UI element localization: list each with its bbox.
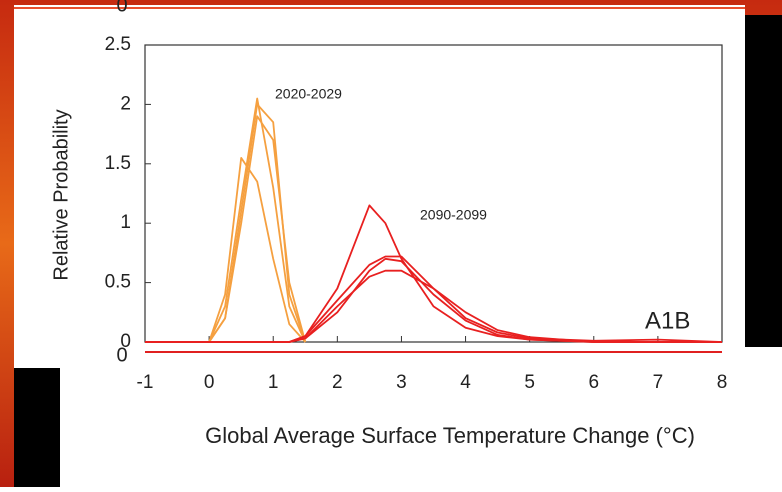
y-tick-label: 2 <box>120 93 131 114</box>
y-tick-label: 0 <box>120 331 131 352</box>
y-tick-label: 2.5 <box>105 34 131 55</box>
cut-label: 0 <box>116 0 127 16</box>
x-tick-label: 1 <box>268 372 279 393</box>
series-line <box>145 257 722 343</box>
y-tick-label: 1 <box>120 212 131 233</box>
y-tick-label: 0.5 <box>105 272 131 293</box>
panel-bottom <box>14 345 782 487</box>
x-tick-label: 4 <box>460 372 471 393</box>
x-tick-label: 6 <box>588 372 599 393</box>
x-tick-label: 8 <box>717 372 728 393</box>
series-line <box>208 103 307 343</box>
cut-label: 0 <box>116 344 127 366</box>
y-axis-label: Relative Probability <box>50 109 72 280</box>
black-box <box>14 368 60 487</box>
y-tick-label: 1.5 <box>105 153 131 174</box>
annotation: A1B <box>645 307 690 334</box>
annotation: 2020-2029 <box>275 86 342 102</box>
x-axis-label: Global Average Surface Temperature Chang… <box>205 423 695 448</box>
plot-frame <box>144 44 723 343</box>
panel <box>14 5 745 350</box>
black-box <box>745 15 782 347</box>
x-tick-label: 0 <box>204 372 215 393</box>
x-tick-label: 5 <box>524 372 535 393</box>
x-tick-label: 3 <box>396 372 407 393</box>
annotation: 2090-2099 <box>420 207 487 223</box>
x-tick-label: 7 <box>653 372 664 393</box>
x-tick-label: 2 <box>332 372 343 393</box>
series-line <box>208 97 307 343</box>
series-line <box>208 157 306 343</box>
x-tick-label: -1 <box>137 372 154 393</box>
